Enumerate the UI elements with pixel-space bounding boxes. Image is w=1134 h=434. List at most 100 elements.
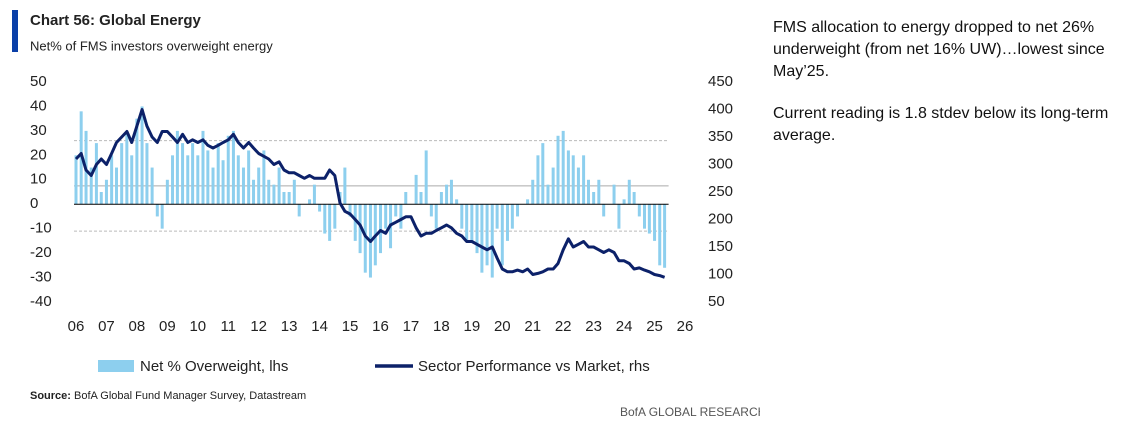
bar	[262, 150, 266, 205]
chart-title: Chart 56: Global Energy	[30, 12, 202, 29]
y-tick-label: -10	[30, 220, 52, 237]
y-tick-label: 50	[30, 73, 47, 90]
title-marker	[12, 10, 18, 52]
x-tick-label: 15	[342, 318, 359, 335]
bar	[632, 192, 636, 205]
bar	[155, 204, 159, 217]
x-tick-label: 08	[129, 318, 146, 335]
x-tick-label: 17	[403, 318, 420, 335]
bar	[536, 155, 540, 205]
bar	[150, 167, 154, 205]
bar	[216, 143, 220, 205]
bar	[445, 184, 449, 205]
y-tick-label: 40	[30, 97, 47, 114]
legend-label: Sector Performance vs Market, rhs	[418, 358, 650, 375]
bar	[449, 179, 453, 205]
bar	[384, 204, 388, 229]
bar	[658, 204, 662, 266]
bar	[104, 179, 108, 205]
bar	[252, 179, 256, 205]
x-tick-label: 20	[494, 318, 511, 335]
bar	[546, 184, 550, 205]
bar	[643, 204, 647, 229]
bar	[323, 204, 327, 234]
bar	[414, 174, 418, 205]
bar	[617, 204, 621, 229]
bar	[160, 204, 164, 229]
bar	[201, 130, 205, 205]
bar	[353, 204, 357, 241]
commentary: Current reading is 1.8 stdev below its l…	[773, 105, 1109, 144]
bar	[637, 204, 641, 217]
bar	[582, 155, 586, 205]
bar	[282, 192, 286, 205]
bar	[247, 150, 251, 205]
x-tick-label: 19	[464, 318, 481, 335]
x-tick-label: 22	[555, 318, 572, 335]
bar	[653, 204, 657, 241]
y-tick-label: 20	[30, 146, 47, 163]
x-tick-label: 09	[159, 318, 176, 335]
bar	[297, 204, 301, 217]
bar	[135, 118, 139, 205]
bar	[455, 199, 459, 205]
bar	[140, 106, 144, 205]
source-label: Source:	[30, 390, 71, 402]
bar	[196, 155, 200, 205]
y2-tick-label: 400	[708, 100, 733, 117]
x-tick-label: 06	[68, 318, 85, 335]
bar	[74, 155, 78, 205]
x-tick-label: 25	[646, 318, 663, 335]
bar	[292, 179, 296, 205]
bar	[125, 130, 129, 205]
bar	[480, 204, 484, 273]
bar	[277, 167, 281, 205]
bar	[181, 143, 185, 205]
bar	[394, 204, 398, 217]
bar	[241, 167, 245, 205]
bar	[231, 130, 235, 205]
bar	[490, 204, 494, 278]
bar	[211, 167, 215, 205]
x-tick-label: 11	[220, 318, 236, 335]
bar	[541, 143, 545, 205]
bar	[429, 204, 433, 217]
bar	[460, 204, 464, 229]
bar	[597, 179, 601, 205]
bar	[175, 130, 179, 205]
y2-tick-label: 200	[708, 210, 733, 227]
x-tick-label: 18	[433, 318, 450, 335]
bar	[556, 135, 560, 205]
y2-tick-label: 150	[708, 238, 733, 255]
y2-tick-label: 250	[708, 183, 733, 200]
commentary: FMS allocation to energy dropped to net …	[773, 19, 1105, 80]
x-tick-label: 07	[98, 318, 115, 335]
bar	[363, 204, 367, 273]
legend-label: Net % Overweight, lhs	[140, 358, 288, 375]
y2-tick-label: 50	[708, 293, 725, 310]
x-tick-label: 10	[189, 318, 206, 335]
bar	[647, 204, 651, 234]
bar	[485, 204, 489, 266]
bar	[475, 204, 479, 254]
source: BofA Global Fund Manager Survey, Datastr…	[74, 390, 306, 402]
chart: Chart 56: Global Energy Net% of FMS inve…	[12, 10, 760, 419]
bar	[221, 160, 225, 205]
bar	[627, 179, 631, 205]
bar	[495, 204, 499, 229]
bar	[348, 204, 352, 217]
bar	[500, 204, 504, 266]
bar	[99, 192, 103, 205]
bar	[308, 199, 312, 205]
x-tick-label: 21	[524, 318, 541, 335]
line	[74, 108, 666, 279]
x-tick-label: 16	[372, 318, 389, 335]
bar	[419, 192, 423, 205]
bar	[110, 155, 114, 205]
bar	[470, 204, 474, 241]
bar	[226, 135, 230, 205]
y2-tick-label: 450	[708, 73, 733, 90]
bar	[94, 143, 98, 205]
y-tick-label: -20	[30, 244, 52, 261]
bar	[89, 167, 93, 205]
